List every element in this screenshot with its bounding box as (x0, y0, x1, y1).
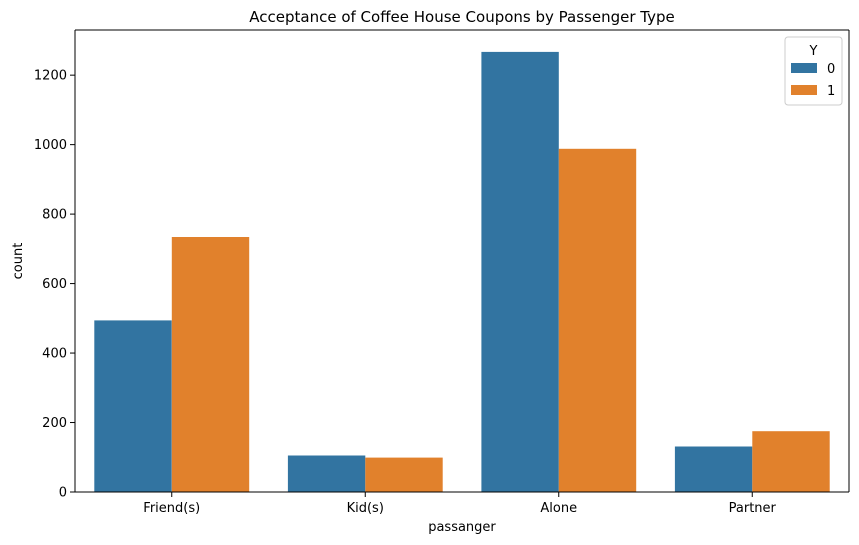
x-tick-label: Kid(s) (347, 501, 384, 516)
bar-partner-y0 (674, 446, 753, 492)
y-axis-label: count (11, 243, 26, 280)
bar-friends-y1 (171, 237, 250, 492)
bar-friends-y0 (94, 320, 172, 492)
y-axis-ticks: 0 200 400 600 800 1000 1200 (34, 69, 75, 501)
bar-alone-y1 (558, 148, 637, 493)
legend-title: Y (809, 44, 818, 59)
y-tick-label: 400 (42, 347, 67, 362)
y-tick-label: 800 (42, 208, 67, 223)
x-axis-ticks: Friend(s) Kid(s) Alone Partner (143, 492, 777, 516)
x-tick-label: Friend(s) (143, 501, 200, 516)
x-tick-label: Alone (540, 501, 577, 516)
bar-kids-y1 (365, 457, 443, 492)
legend: Y0 1 (784, 36, 843, 106)
y-tick-label: 0 (59, 486, 67, 501)
y-tick-label: 1200 (34, 69, 67, 84)
chart-title: Acceptance of Coffee House Coupons by Pa… (249, 8, 674, 26)
legend-swatch-y1 (791, 85, 817, 95)
legend-label-y0: 0 (827, 62, 835, 77)
bar-partner-y1 (752, 431, 830, 492)
x-tick-label: Partner (729, 501, 777, 516)
y-tick-label: 600 (42, 277, 67, 292)
bar-alone-y0 (481, 51, 559, 493)
legend-swatch-y0 (791, 63, 817, 73)
bar-kids-y0 (287, 455, 366, 492)
y-tick-label: 1000 (34, 138, 67, 153)
x-axis-label: passanger (428, 520, 496, 535)
y-tick-label: 200 (42, 416, 67, 431)
legend-label-y1: 1 (827, 84, 835, 99)
bars-group (94, 51, 830, 493)
